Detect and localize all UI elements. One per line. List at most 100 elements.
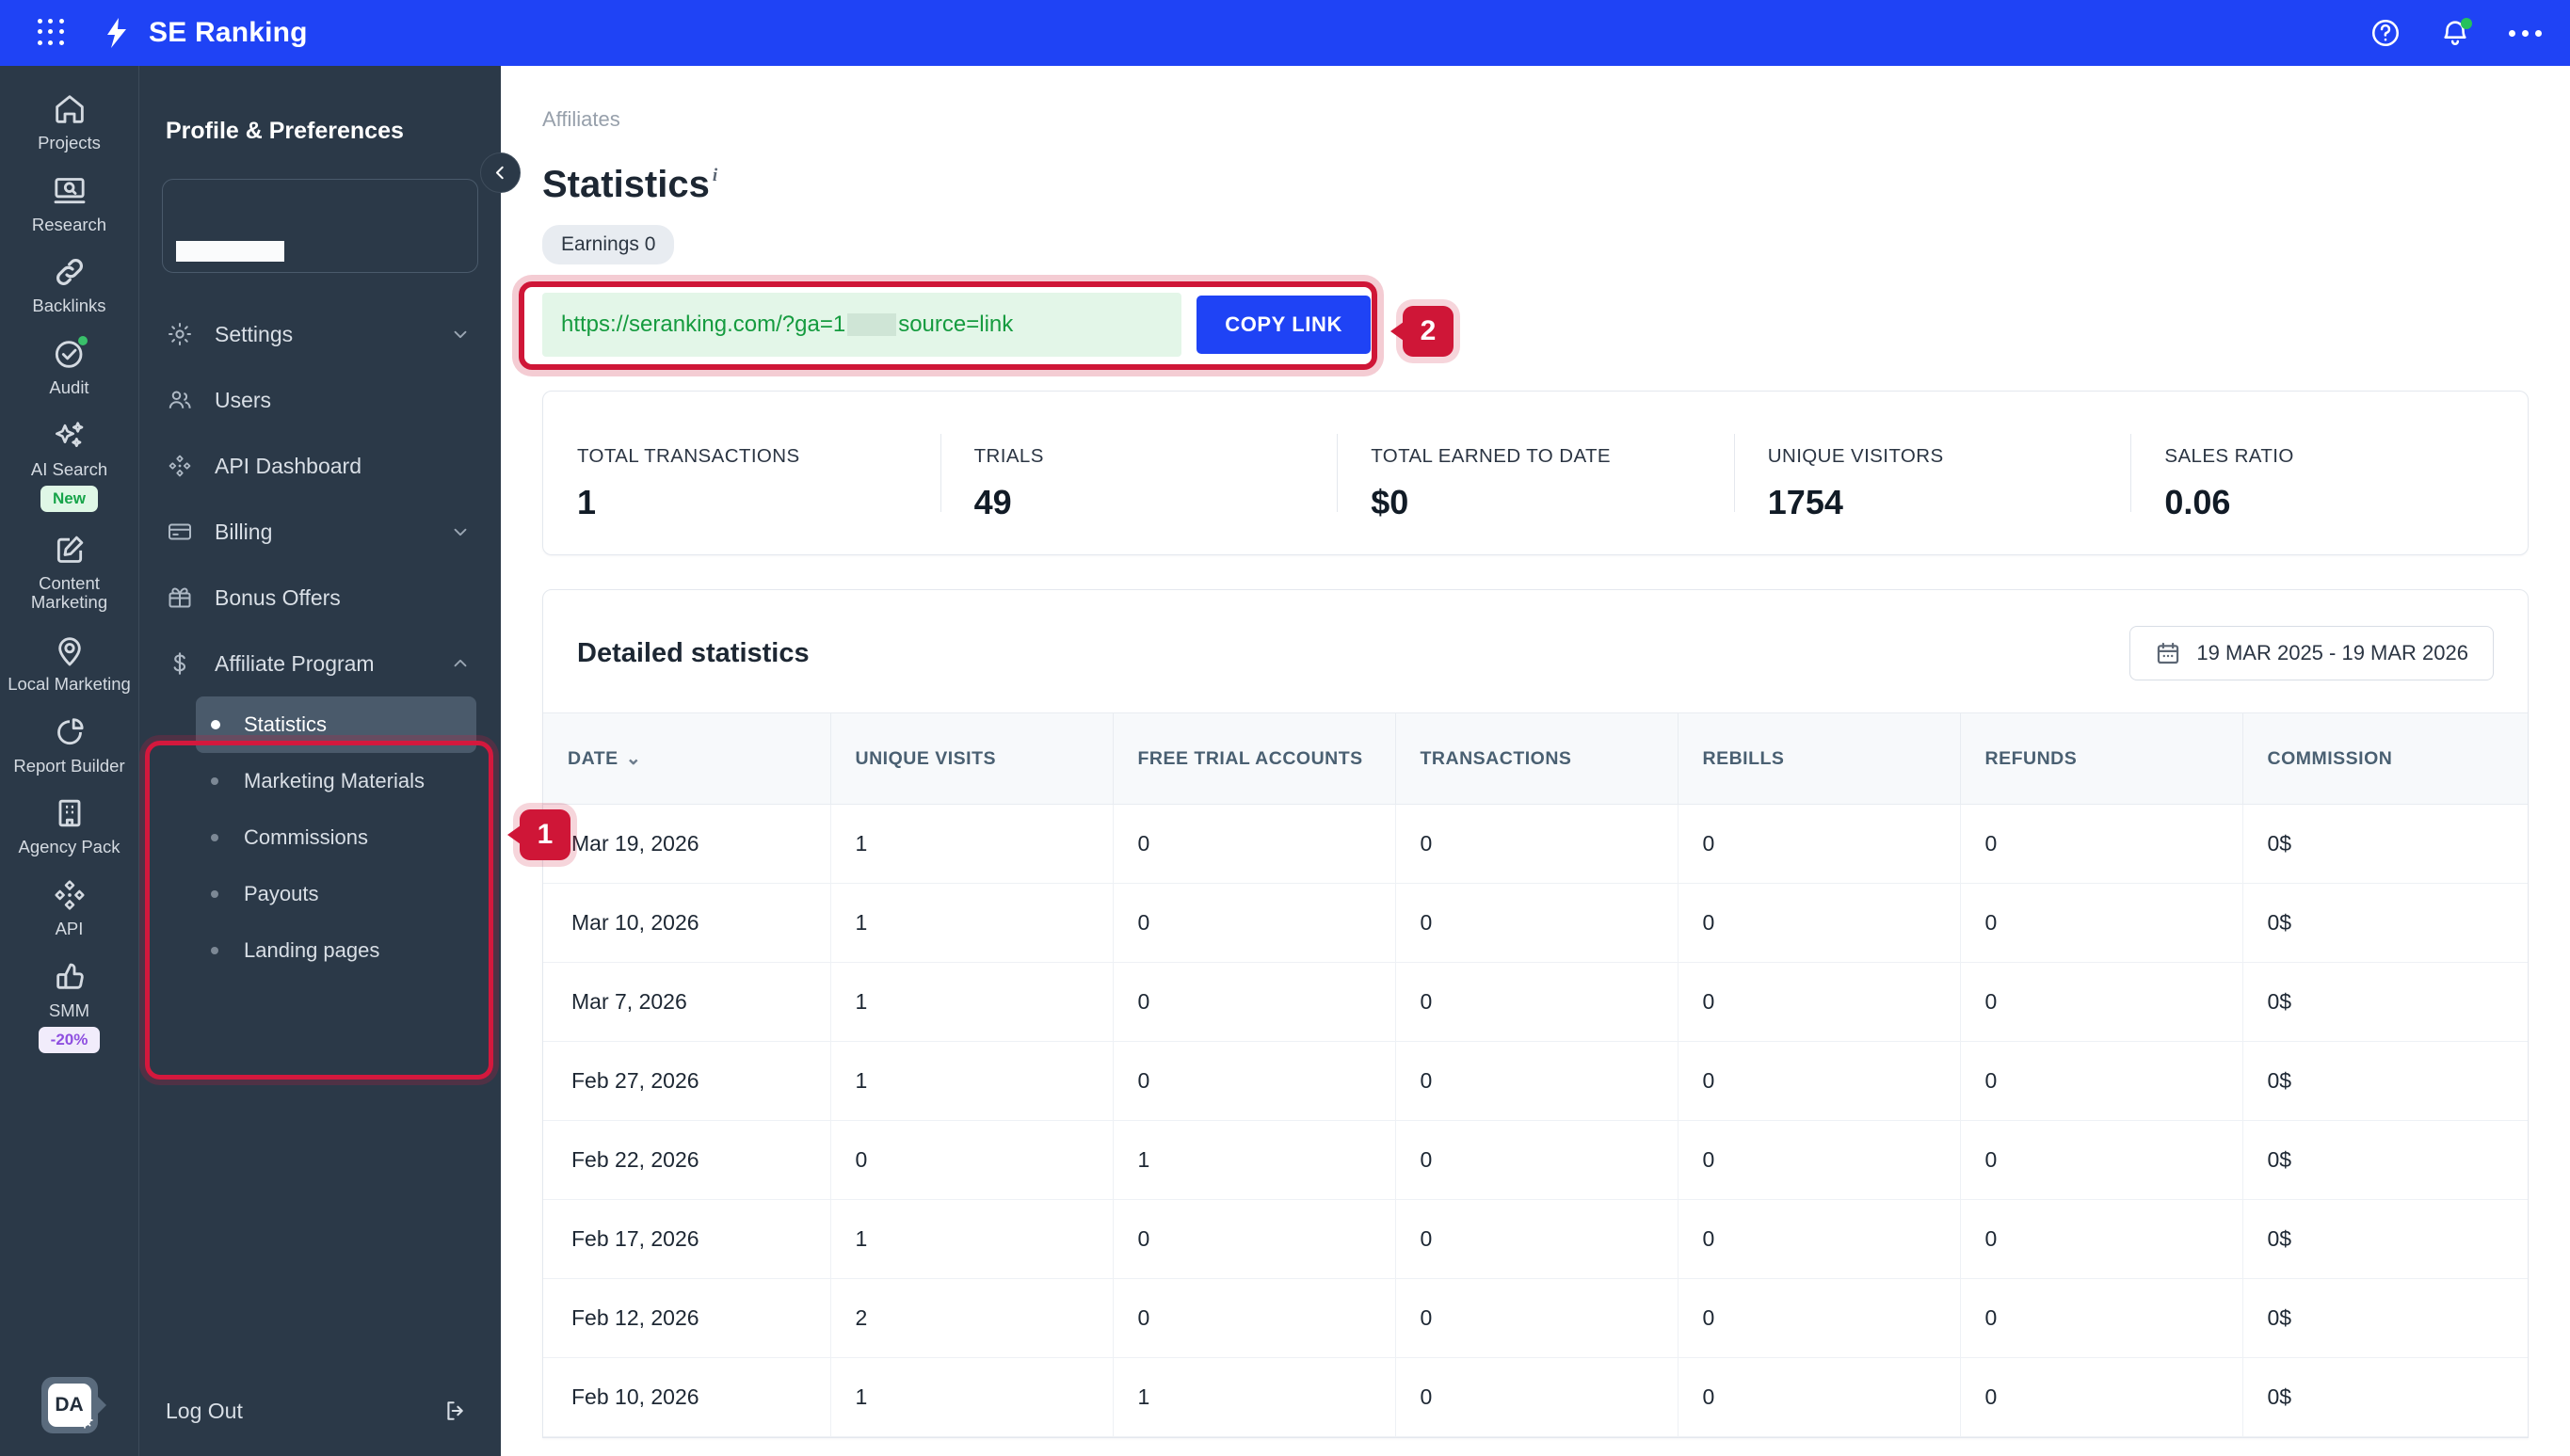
column-header-rebills[interactable]: REBILLS: [1678, 712, 1961, 805]
rail-label: Local Marketing: [8, 674, 131, 695]
cell-rebills: 0: [1678, 1199, 1961, 1279]
cell-unique-visits: 2: [830, 1278, 1114, 1358]
map-pin-icon: [51, 632, 88, 669]
rail-item-content-marketing[interactable]: Content Marketing: [0, 531, 138, 613]
kpi-label: UNIQUE VISITORS: [1767, 445, 1944, 467]
monitor-search-icon: [51, 172, 88, 210]
detailed-statistics-table: DATE ⌄ UNIQUE VISITS FREE TRIAL ACCOUNTS …: [543, 712, 2528, 1437]
cell-free-trial-accounts: 0: [1113, 1041, 1396, 1121]
copy-link-button[interactable]: COPY LINK: [1197, 296, 1371, 354]
cell-date: Feb 12, 2026: [543, 1278, 831, 1358]
sidebar-subitem-label: Commissions: [244, 825, 369, 849]
bullet-icon: [211, 890, 218, 898]
sidebar-item-affiliate-program[interactable]: Affiliate Program: [156, 631, 484, 696]
detailed-statistics-header: Detailed statistics: [543, 590, 2528, 712]
cell-commission: 0$: [2242, 1278, 2528, 1358]
help-circle-icon[interactable]: [2369, 17, 2401, 49]
check-circle-icon: [51, 335, 88, 373]
avatar[interactable]: DA: [40, 1377, 106, 1433]
sidebar-item-label: Billing: [215, 519, 273, 544]
kpi-value: 1: [577, 483, 597, 521]
referral-link-field[interactable]: https://seranking.com/?ga=1 source=link: [542, 293, 1182, 357]
sidebar-item-users[interactable]: Users: [156, 367, 484, 433]
badge-discount: -20%: [38, 1026, 101, 1053]
page-title: Statistics i: [501, 132, 2570, 206]
date-range-picker[interactable]: 19 MAR 2025 - 19 MAR 2026: [2129, 626, 2494, 680]
sidebar-item-label: Affiliate Program: [215, 650, 375, 676]
rail-label: API: [55, 919, 84, 939]
rail-item-projects[interactable]: Projects: [0, 90, 138, 153]
referral-link-suffix: source=link: [898, 312, 1014, 337]
cell-date: Mar 19, 2026: [543, 804, 831, 884]
sidebar-subitem-label: Payouts: [244, 882, 319, 905]
sidebar-subitem-statistics[interactable]: Statistics: [196, 696, 476, 753]
column-header-unique-visits[interactable]: UNIQUE VISITS: [830, 712, 1114, 805]
rail-item-audit[interactable]: Audit: [0, 335, 138, 398]
column-header-free-trial-accounts[interactable]: FREE TRIAL ACCOUNTS: [1113, 712, 1396, 805]
rail-item-backlinks[interactable]: Backlinks: [0, 253, 138, 316]
rail-item-research[interactable]: Research: [0, 172, 138, 235]
cell-date: Feb 10, 2026: [543, 1357, 831, 1437]
rail-label: SMM: [48, 1000, 90, 1020]
kpi-value: 0.06: [2164, 483, 2231, 521]
cell-date: Feb 27, 2026: [543, 1041, 831, 1121]
sidebar-item-label: Bonus Offers: [215, 584, 341, 610]
cell-unique-visits: 1: [830, 1199, 1114, 1279]
sidebar-subitem-commissions[interactable]: Commissions: [196, 809, 476, 866]
cell-transactions: 0: [1395, 883, 1679, 963]
sidebar-subitem-landing-pages[interactable]: Landing pages: [196, 922, 476, 979]
bell-icon[interactable]: [2439, 17, 2472, 49]
breadcrumb[interactable]: Affiliates: [542, 107, 620, 131]
logout-button[interactable]: Log Out: [156, 1366, 484, 1456]
sidebar-item-settings[interactable]: Settings: [156, 301, 484, 367]
column-header-transactions[interactable]: TRANSACTIONS: [1395, 712, 1679, 805]
sidebar-item-bonus-offers[interactable]: Bonus Offers: [156, 565, 484, 631]
table-row: Mar 19, 2026 1 0 0 0 0 0$: [543, 804, 2528, 884]
sidebar-subitem-payouts[interactable]: Payouts: [196, 866, 476, 922]
date-range-value: 19 MAR 2025 - 19 MAR 2026: [2196, 641, 2468, 664]
info-icon[interactable]: i: [712, 166, 718, 185]
rail-label: Agency Pack: [18, 837, 120, 857]
chevron-up-icon[interactable]: [450, 653, 471, 674]
chevron-down-icon[interactable]: [450, 324, 471, 344]
cell-rebills: 0: [1678, 1120, 1961, 1200]
rail-item-api[interactable]: API: [0, 876, 138, 939]
rail-item-report-builder[interactable]: Report Builder: [0, 713, 138, 776]
more-horizontal-icon[interactable]: [2509, 29, 2542, 37]
chevron-down-icon: ⌄: [625, 748, 642, 769]
gear-icon: [166, 320, 194, 348]
rail-item-smm[interactable]: SMM -20%: [0, 958, 138, 1053]
sidebar-subitem-marketing-materials[interactable]: Marketing Materials: [196, 753, 476, 809]
pie-chart-icon: [51, 713, 88, 751]
rail-item-agency-pack[interactable]: Agency Pack: [0, 794, 138, 857]
rail-label: Audit: [49, 377, 89, 398]
cell-rebills: 0: [1678, 883, 1961, 963]
notification-dot: [2461, 18, 2472, 29]
api-nodes-icon: [166, 452, 194, 480]
column-header-commission[interactable]: COMMISSION: [2242, 712, 2528, 805]
apps-grid-icon[interactable]: [38, 19, 66, 47]
cell-commission: 0$: [2242, 962, 2528, 1042]
sidebar-item-label: Settings: [215, 321, 294, 346]
table-row: Feb 27, 2026 1 0 0 0 0 0$: [543, 1041, 2528, 1121]
cell-transactions: 0: [1395, 1199, 1679, 1279]
cell-date: Mar 7, 2026: [543, 962, 831, 1042]
cell-date: Feb 22, 2026: [543, 1120, 831, 1200]
sidebar-item-billing[interactable]: Billing: [156, 499, 484, 565]
page-title-sidebar: Profile & Preferences: [166, 118, 404, 144]
rail-item-ai-search[interactable]: AI Search New: [0, 417, 138, 512]
column-header-date[interactable]: DATE ⌄: [543, 712, 831, 805]
cell-refunds: 0: [1960, 1357, 2243, 1437]
cell-transactions: 0: [1395, 1041, 1679, 1121]
sidebar-item-api-dashboard[interactable]: API Dashboard: [156, 433, 484, 499]
sidebar-item-label: API Dashboard: [215, 453, 361, 478]
logout-label: Log Out: [166, 1398, 243, 1423]
column-header-refunds[interactable]: REFUNDS: [1960, 712, 2243, 805]
redacted-token: [847, 313, 897, 336]
chevron-down-icon[interactable]: [450, 521, 471, 542]
chevron-left-icon[interactable]: [480, 152, 521, 193]
rail-label: Content Marketing: [30, 572, 108, 613]
rail-item-local-marketing[interactable]: Local Marketing: [0, 632, 138, 695]
table-row: Feb 22, 2026 0 1 0 0 0 0$: [543, 1120, 2528, 1200]
